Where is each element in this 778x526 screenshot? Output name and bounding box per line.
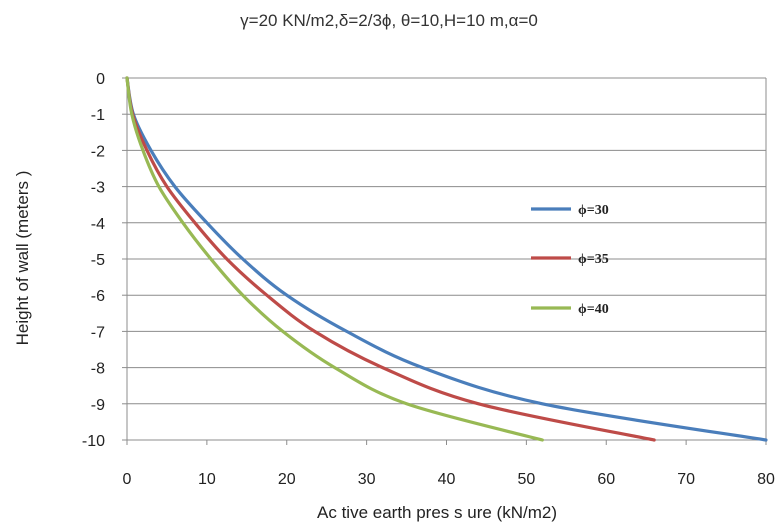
x-tick-label: 40 xyxy=(438,471,456,488)
x-tick-label: 20 xyxy=(278,471,296,488)
x-tick-labels: 0 10 20 30 40 50 60 70 80 xyxy=(123,471,775,488)
y-tick-label: -1 xyxy=(91,107,105,124)
x-axis-label: Ac tive earth pres s ure (kN/m2) xyxy=(317,503,557,522)
series-lines xyxy=(125,76,768,442)
series-line-2 xyxy=(125,76,656,442)
series-line-1 xyxy=(125,76,768,442)
axes xyxy=(122,77,767,445)
legend: ϕ=30 ϕ=35 ϕ=40 xyxy=(531,203,609,317)
y-tick-label: -8 xyxy=(91,361,105,378)
y-tick-labels: 0 -1 -2 -3 -4 -5 -6 -7 -8 -9 -10 xyxy=(82,71,105,450)
legend-label-3: ϕ=40 xyxy=(578,302,609,317)
y-tick-label: -10 xyxy=(82,433,105,450)
x-tick-label: 10 xyxy=(198,471,216,488)
y-tick-label: 0 xyxy=(96,71,105,88)
y-tick-label: -7 xyxy=(91,324,105,341)
series-line-3 xyxy=(125,76,544,442)
y-tick-label: -6 xyxy=(91,288,105,305)
y-tick-label: -3 xyxy=(91,180,105,197)
x-tick-label: 80 xyxy=(757,471,775,488)
y-tick-label: -9 xyxy=(91,397,105,414)
x-tick-label: 60 xyxy=(597,471,615,488)
y-tick-label: -5 xyxy=(91,252,105,269)
legend-label-2: ϕ=35 xyxy=(578,252,609,267)
y-tick-label: -4 xyxy=(91,216,105,233)
x-tick-label: 50 xyxy=(517,471,535,488)
gridlines xyxy=(127,77,766,441)
legend-label-1: ϕ=30 xyxy=(578,203,609,218)
x-tick-label: 0 xyxy=(123,471,132,488)
y-axis-label: Height of wall (meters ) xyxy=(13,171,32,346)
x-tick-label: 70 xyxy=(677,471,695,488)
y-tick-label: -2 xyxy=(91,143,105,160)
x-tick-label: 30 xyxy=(358,471,376,488)
chart-title: γ=20 KN/m2,δ=2/3ϕ, θ=10,H=10 m,α=0 xyxy=(240,11,538,30)
